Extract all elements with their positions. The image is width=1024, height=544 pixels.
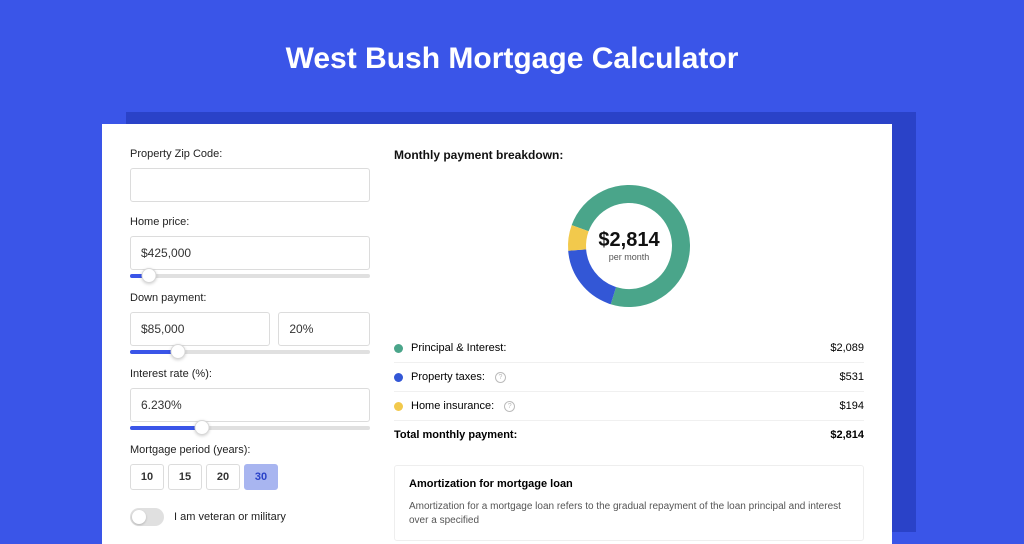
period-button-20[interactable]: 20 bbox=[206, 464, 240, 490]
zip-input[interactable] bbox=[130, 168, 370, 202]
donut-chart: $2,814 per month bbox=[559, 176, 699, 316]
interest-rate-slider[interactable] bbox=[130, 426, 370, 430]
home-price-input[interactable] bbox=[130, 236, 370, 270]
legend-row-2: Home insurance:? $194 bbox=[394, 392, 864, 421]
total-label: Total monthly payment: bbox=[394, 429, 517, 441]
breakdown-column: Monthly payment breakdown: $2,814 per mo… bbox=[394, 148, 864, 520]
help-icon[interactable]: ? bbox=[495, 372, 506, 383]
legend-dot bbox=[394, 402, 403, 411]
home-price-slider-thumb[interactable] bbox=[142, 268, 157, 283]
interest-rate-group: Interest rate (%): bbox=[130, 368, 370, 430]
legend-label: Principal & Interest: bbox=[411, 342, 506, 354]
period-button-30[interactable]: 30 bbox=[244, 464, 278, 490]
down-payment-group: Down payment: bbox=[130, 292, 370, 354]
form-column: Property Zip Code: Home price: Down paym… bbox=[130, 148, 370, 520]
veteran-toggle-label: I am veteran or military bbox=[174, 511, 286, 523]
down-payment-label: Down payment: bbox=[130, 292, 370, 304]
total-value: $2,814 bbox=[830, 429, 864, 441]
down-payment-slider[interactable] bbox=[130, 350, 370, 354]
down-payment-slider-thumb[interactable] bbox=[171, 344, 186, 359]
calculator-card: Property Zip Code: Home price: Down paym… bbox=[102, 124, 892, 544]
legend-label: Home insurance: bbox=[411, 400, 494, 412]
amortization-body: Amortization for a mortgage loan refers … bbox=[409, 500, 849, 528]
legend-label: Property taxes: bbox=[411, 371, 485, 383]
interest-rate-slider-thumb[interactable] bbox=[195, 420, 210, 435]
veteran-toggle-row: I am veteran or military bbox=[130, 508, 370, 526]
legend-value: $2,089 bbox=[830, 342, 864, 354]
home-price-slider[interactable] bbox=[130, 274, 370, 278]
donut-chart-wrap: $2,814 per month bbox=[394, 176, 864, 316]
breakdown-title: Monthly payment breakdown: bbox=[394, 148, 864, 162]
legend-value: $531 bbox=[840, 371, 864, 383]
home-price-label: Home price: bbox=[130, 216, 370, 228]
total-row: Total monthly payment: $2,814 bbox=[394, 421, 864, 449]
donut-center-sub: per month bbox=[609, 252, 650, 262]
amortization-card: Amortization for mortgage loan Amortizat… bbox=[394, 465, 864, 541]
help-icon[interactable]: ? bbox=[504, 401, 515, 412]
period-label: Mortgage period (years): bbox=[130, 444, 370, 456]
period-button-row: 10152030 bbox=[130, 464, 370, 490]
period-button-10[interactable]: 10 bbox=[130, 464, 164, 490]
legend-dot bbox=[394, 373, 403, 382]
down-payment-amount-input[interactable] bbox=[130, 312, 270, 346]
zip-label: Property Zip Code: bbox=[130, 148, 370, 160]
page-title: West Bush Mortgage Calculator bbox=[0, 0, 1024, 104]
period-button-15[interactable]: 15 bbox=[168, 464, 202, 490]
interest-rate-slider-fill bbox=[130, 426, 202, 430]
interest-rate-input[interactable] bbox=[130, 388, 370, 422]
legend-list: Principal & Interest: $2,089 Property taxe… bbox=[394, 334, 864, 421]
donut-center-value: $2,814 bbox=[598, 229, 660, 251]
legend-row-1: Property taxes:? $531 bbox=[394, 363, 864, 392]
zip-field-group: Property Zip Code: bbox=[130, 148, 370, 202]
interest-rate-label: Interest rate (%): bbox=[130, 368, 370, 380]
amortization-title: Amortization for mortgage loan bbox=[409, 478, 849, 490]
period-group: Mortgage period (years): 10152030 bbox=[130, 444, 370, 490]
home-price-group: Home price: bbox=[130, 216, 370, 278]
legend-value: $194 bbox=[840, 400, 864, 412]
veteran-toggle[interactable] bbox=[130, 508, 164, 526]
down-payment-percent-input[interactable] bbox=[278, 312, 370, 346]
legend-dot bbox=[394, 344, 403, 353]
legend-row-0: Principal & Interest: $2,089 bbox=[394, 334, 864, 363]
